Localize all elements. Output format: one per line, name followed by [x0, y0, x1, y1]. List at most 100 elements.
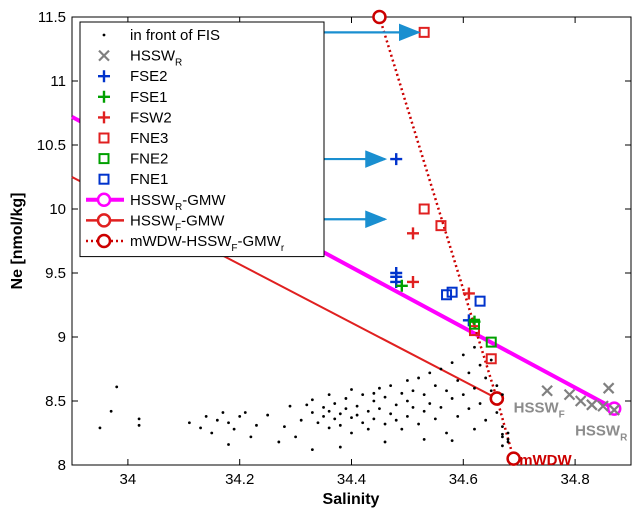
data-point — [366, 409, 370, 413]
data-point — [473, 427, 476, 431]
legend-marker — [96, 192, 112, 208]
data-point — [473, 386, 476, 390]
legend-item-fse2: FSE2 — [98, 68, 168, 85]
x-axis-label: Salinity — [323, 491, 380, 508]
legend-label: HSSWF-GMW — [130, 212, 225, 233]
data-point — [602, 382, 615, 394]
data-point — [355, 404, 359, 408]
annotation-mwdw: mWDW — [519, 452, 572, 469]
data-point — [255, 423, 258, 427]
data-point — [450, 397, 454, 400]
data-point — [406, 275, 419, 288]
data-point — [372, 391, 376, 395]
mixing-endpoint-circle — [506, 451, 521, 466]
legend-box — [79, 21, 325, 258]
data-point — [210, 431, 214, 435]
data-point — [484, 376, 488, 380]
data-point — [417, 422, 420, 426]
data-point — [344, 397, 348, 400]
data-point — [445, 389, 448, 393]
y-tick-label: 10.5 — [37, 137, 66, 154]
legend-marker — [98, 49, 110, 62]
data-point — [322, 406, 325, 409]
data-point — [400, 427, 404, 431]
legend-item-hsswf_gmw: HSSWF-GMW — [86, 212, 225, 233]
data-point — [310, 411, 314, 414]
data-point — [390, 153, 403, 166]
y-tick-label: 9 — [58, 329, 66, 346]
data-point — [333, 417, 337, 421]
data-point — [456, 414, 460, 418]
data-point — [277, 440, 281, 444]
data-point — [389, 384, 393, 388]
legend-item-fne2: FNE2 — [98, 151, 168, 168]
data-point — [574, 395, 587, 407]
data-point — [199, 426, 202, 430]
legend-marker — [98, 111, 110, 124]
data-point — [327, 426, 331, 430]
data-point — [506, 440, 510, 444]
data-point — [322, 414, 325, 418]
y-tick-label: 8.5 — [45, 393, 66, 410]
data-point — [378, 386, 381, 390]
data-point — [98, 426, 102, 430]
data-point — [485, 336, 497, 348]
data-point — [485, 353, 497, 365]
data-point — [338, 423, 342, 427]
legend-marker — [98, 153, 110, 165]
data-point — [310, 398, 314, 402]
legend-marker — [98, 173, 110, 185]
legend-label: HSSWR-GMW — [130, 192, 226, 213]
data-point — [450, 361, 454, 364]
data-point — [474, 295, 486, 307]
data-point — [462, 287, 475, 300]
data-point — [501, 444, 504, 448]
data-point — [137, 423, 141, 427]
data-point — [305, 403, 309, 407]
legend-marker — [96, 213, 112, 228]
series-fsw2 — [406, 227, 475, 300]
data-point — [350, 388, 353, 391]
legend-item-fis: in front of FIS — [102, 27, 220, 44]
legend-label: FSE2 — [130, 68, 168, 85]
data-point — [310, 448, 314, 452]
data-point — [299, 418, 303, 422]
data-point — [478, 402, 482, 405]
data-point — [468, 325, 480, 337]
data-point — [608, 404, 621, 416]
data-point — [372, 399, 376, 403]
data-point — [389, 412, 393, 416]
legend-item-hsswr: HSSWR — [98, 48, 182, 69]
legend-marker — [96, 233, 112, 249]
x-tick-label: 34.2 — [225, 471, 254, 488]
y-tick-label: 11.5 — [38, 9, 66, 26]
y-tick-label: 9.5 — [45, 265, 66, 282]
legend-item-fne3: FNE3 — [98, 130, 168, 147]
data-point — [495, 411, 499, 414]
data-point — [355, 413, 359, 417]
data-point — [395, 279, 408, 292]
data-point — [338, 412, 342, 416]
legend-item-fne1: FNE1 — [98, 171, 168, 188]
axes: 34 34.2 34.4 34.6 34.8 8 8.5 9 9.5 10 10.5 11 11.5 — [37, 9, 631, 488]
data-point — [422, 409, 426, 413]
y-tick-label: 8 — [58, 457, 66, 474]
legend-label: FNE1 — [130, 171, 168, 188]
data-point — [350, 416, 353, 420]
series-hssw-r — [541, 382, 621, 416]
data-point — [441, 289, 453, 301]
data-point — [506, 431, 510, 435]
data-point — [344, 407, 348, 411]
legend-label: FSE1 — [130, 89, 168, 106]
legend-marker — [98, 70, 110, 83]
data-point — [327, 393, 331, 396]
data-point — [338, 445, 342, 449]
data-point — [406, 399, 409, 403]
x-tick-label: 34.4 — [337, 471, 366, 488]
data-point — [461, 393, 465, 396]
refreezing-arrows — [324, 23, 421, 229]
data-point — [506, 438, 510, 441]
data-point — [433, 417, 437, 421]
